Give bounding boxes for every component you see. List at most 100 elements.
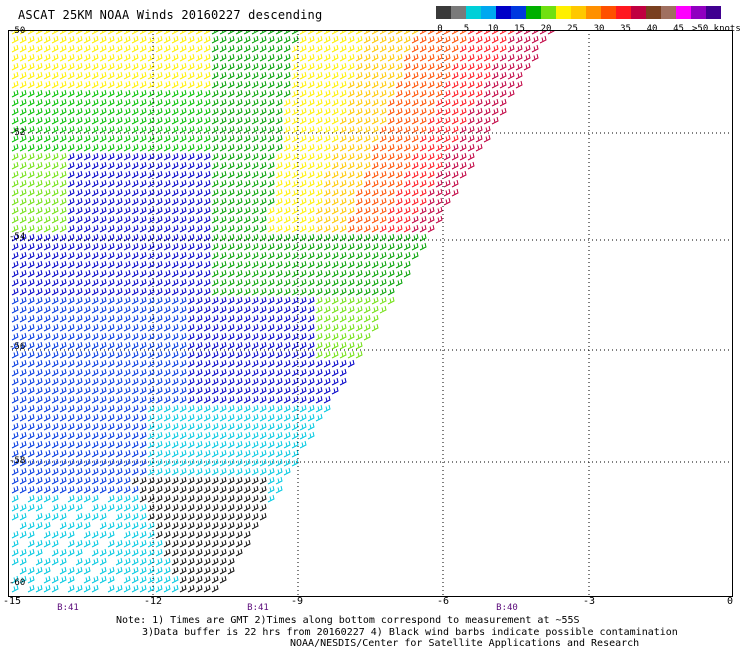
wind-barb <box>91 71 99 80</box>
wind-barb <box>219 368 227 377</box>
wind-barb <box>91 431 99 440</box>
wind-barb <box>131 404 139 413</box>
wind-barb <box>35 467 43 476</box>
wind-barb <box>379 89 387 98</box>
wind-barb <box>75 260 83 269</box>
wind-barb <box>355 170 363 179</box>
legend-swatch <box>496 6 511 19</box>
wind-barb <box>147 557 155 566</box>
wind-barb <box>99 521 107 530</box>
wind-barb <box>59 305 67 314</box>
wind-barb <box>243 314 251 323</box>
wind-barb <box>211 242 219 251</box>
wind-barb <box>131 314 139 323</box>
wind-barb <box>251 116 259 125</box>
wind-barb <box>179 467 187 476</box>
wind-barb <box>107 458 115 467</box>
wind-barb <box>51 161 59 170</box>
wind-barb <box>283 107 291 116</box>
wind-barb <box>427 215 435 224</box>
wind-barb <box>131 494 139 503</box>
wind-barb <box>91 161 99 170</box>
wind-barb <box>235 188 243 197</box>
wind-barb <box>43 539 51 548</box>
wind-barb <box>83 323 91 332</box>
legend-tick-label: 15 <box>514 24 525 34</box>
wind-barb <box>427 98 435 107</box>
wind-barb <box>171 404 179 413</box>
wind-barb <box>187 71 195 80</box>
wind-barb <box>59 368 67 377</box>
wind-barb <box>155 395 163 404</box>
wind-barb <box>347 71 355 80</box>
wind-barb <box>195 188 203 197</box>
wind-barb <box>211 197 219 206</box>
wind-barb <box>179 521 187 530</box>
wind-barb <box>43 251 51 260</box>
wind-barb <box>195 395 203 404</box>
wind-barb <box>171 143 179 152</box>
wind-barb <box>355 332 363 341</box>
wind-barb <box>219 539 227 548</box>
wind-barb <box>259 197 267 206</box>
wind-barb <box>307 368 315 377</box>
wind-barb <box>179 233 187 242</box>
wind-barb <box>203 44 211 53</box>
wind-barb <box>195 386 203 395</box>
wind-barb <box>227 314 235 323</box>
wind-barb <box>331 296 339 305</box>
wind-barb <box>339 251 347 260</box>
wind-barb <box>203 341 211 350</box>
wind-barb <box>115 71 123 80</box>
wind-barb <box>427 107 435 116</box>
wind-barb <box>323 179 331 188</box>
wind-barb <box>163 98 171 107</box>
wind-barb <box>139 404 147 413</box>
wind-barb <box>107 116 115 125</box>
wind-barb <box>163 485 171 494</box>
wind-barb <box>459 107 467 116</box>
wind-barb <box>371 269 379 278</box>
wind-barb <box>19 377 27 386</box>
wind-barb <box>171 215 179 224</box>
wind-barb <box>115 89 123 98</box>
wind-barb <box>11 233 19 242</box>
wind-barb <box>195 44 203 53</box>
wind-barb <box>307 242 315 251</box>
wind-barb <box>267 485 275 494</box>
wind-barb <box>107 584 115 593</box>
wind-barb <box>163 224 171 233</box>
wind-barb <box>163 521 171 530</box>
wind-barb <box>139 332 147 341</box>
wind-barb <box>195 197 203 206</box>
wind-barb <box>179 278 187 287</box>
wind-barb <box>315 53 323 62</box>
wind-barb <box>99 557 107 566</box>
wind-barb <box>307 170 315 179</box>
wind-barb <box>275 143 283 152</box>
wind-barb <box>243 89 251 98</box>
wind-barb <box>203 161 211 170</box>
wind-barb <box>107 395 115 404</box>
wind-barb <box>147 449 155 458</box>
wind-barb <box>99 206 107 215</box>
wind-barb <box>219 89 227 98</box>
wind-barb <box>131 467 139 476</box>
wind-barb <box>123 152 131 161</box>
wind-barb <box>475 71 483 80</box>
wind-barb <box>395 269 403 278</box>
wind-barb <box>195 269 203 278</box>
wind-barb <box>139 206 147 215</box>
wind-barb <box>19 458 27 467</box>
wind-barb <box>179 125 187 134</box>
wind-barb <box>187 413 195 422</box>
wind-barb <box>171 188 179 197</box>
wind-barb <box>211 368 219 377</box>
wind-barb <box>179 395 187 404</box>
wind-barb <box>235 215 243 224</box>
wind-barb <box>43 323 51 332</box>
wind-barb <box>11 449 19 458</box>
wind-barb <box>195 62 203 71</box>
wind-barb <box>267 494 275 503</box>
wind-barb <box>259 161 267 170</box>
